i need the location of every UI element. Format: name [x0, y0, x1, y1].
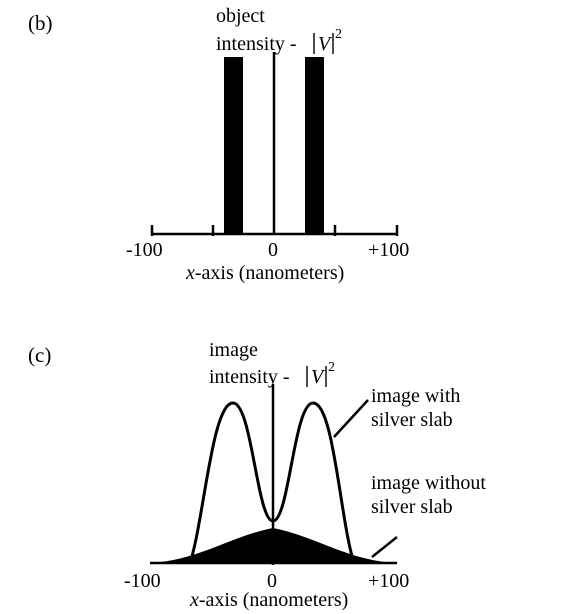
panel-b-label: (b) — [28, 11, 53, 35]
panel-b-x-rest: -axis (nanometers) — [195, 262, 344, 284]
panel-b-x-var: x — [185, 262, 195, 284]
panel-c-title-line2: intensity - — [209, 366, 290, 388]
panel-b-tick-label-left: -100 — [126, 239, 163, 261]
panel-b: (b) object intensity - V 2 -100 0 +100 x… — [28, 5, 409, 284]
annotation-with-slab-line2: silver slab — [371, 409, 453, 431]
pointer-without-slab — [371, 536, 398, 558]
annotation-without-slab-line1: image without — [371, 472, 486, 494]
panel-b-title-exp: 2 — [335, 27, 342, 42]
panel-c-tick-label-center: 0 — [267, 570, 277, 592]
annotation-with-slab-line1: image with — [371, 385, 460, 407]
object-bar-right — [305, 57, 324, 234]
panel-c-x-var: x — [189, 589, 199, 611]
panel-b-tick-label-right: +100 — [368, 239, 409, 261]
panel-b-title-var: V — [318, 33, 333, 55]
panel-c: (c) image intensity - V 2 image with sil… — [28, 339, 486, 611]
panel-b-title-line2: intensity - — [216, 33, 297, 55]
annotation-without-slab-line2: silver slab — [371, 496, 453, 518]
panel-b-x-axis-label: x-axis (nanometers) — [185, 262, 344, 284]
panel-b-title-line1: object — [216, 5, 265, 27]
panel-c-title-var: V — [311, 366, 326, 388]
panel-c-title-line1: image — [209, 339, 258, 361]
panel-c-tick-label-left: -100 — [124, 570, 161, 592]
pointer-with-slab — [333, 399, 369, 438]
panel-c-title-prefix: intensity - — [209, 366, 290, 388]
panel-c-x-axis-label: x-axis (nanometers) — [189, 589, 348, 611]
panel-c-tick-label-right: +100 — [368, 570, 409, 592]
panel-c-label: (c) — [28, 343, 51, 367]
panel-c-title-exp: 2 — [328, 360, 335, 375]
panel-c-x-rest: -axis (nanometers) — [199, 589, 348, 611]
panel-b-tick-label-center: 0 — [268, 239, 278, 261]
panel-b-title-prefix: intensity - — [216, 33, 297, 55]
object-bar-left — [224, 57, 243, 234]
